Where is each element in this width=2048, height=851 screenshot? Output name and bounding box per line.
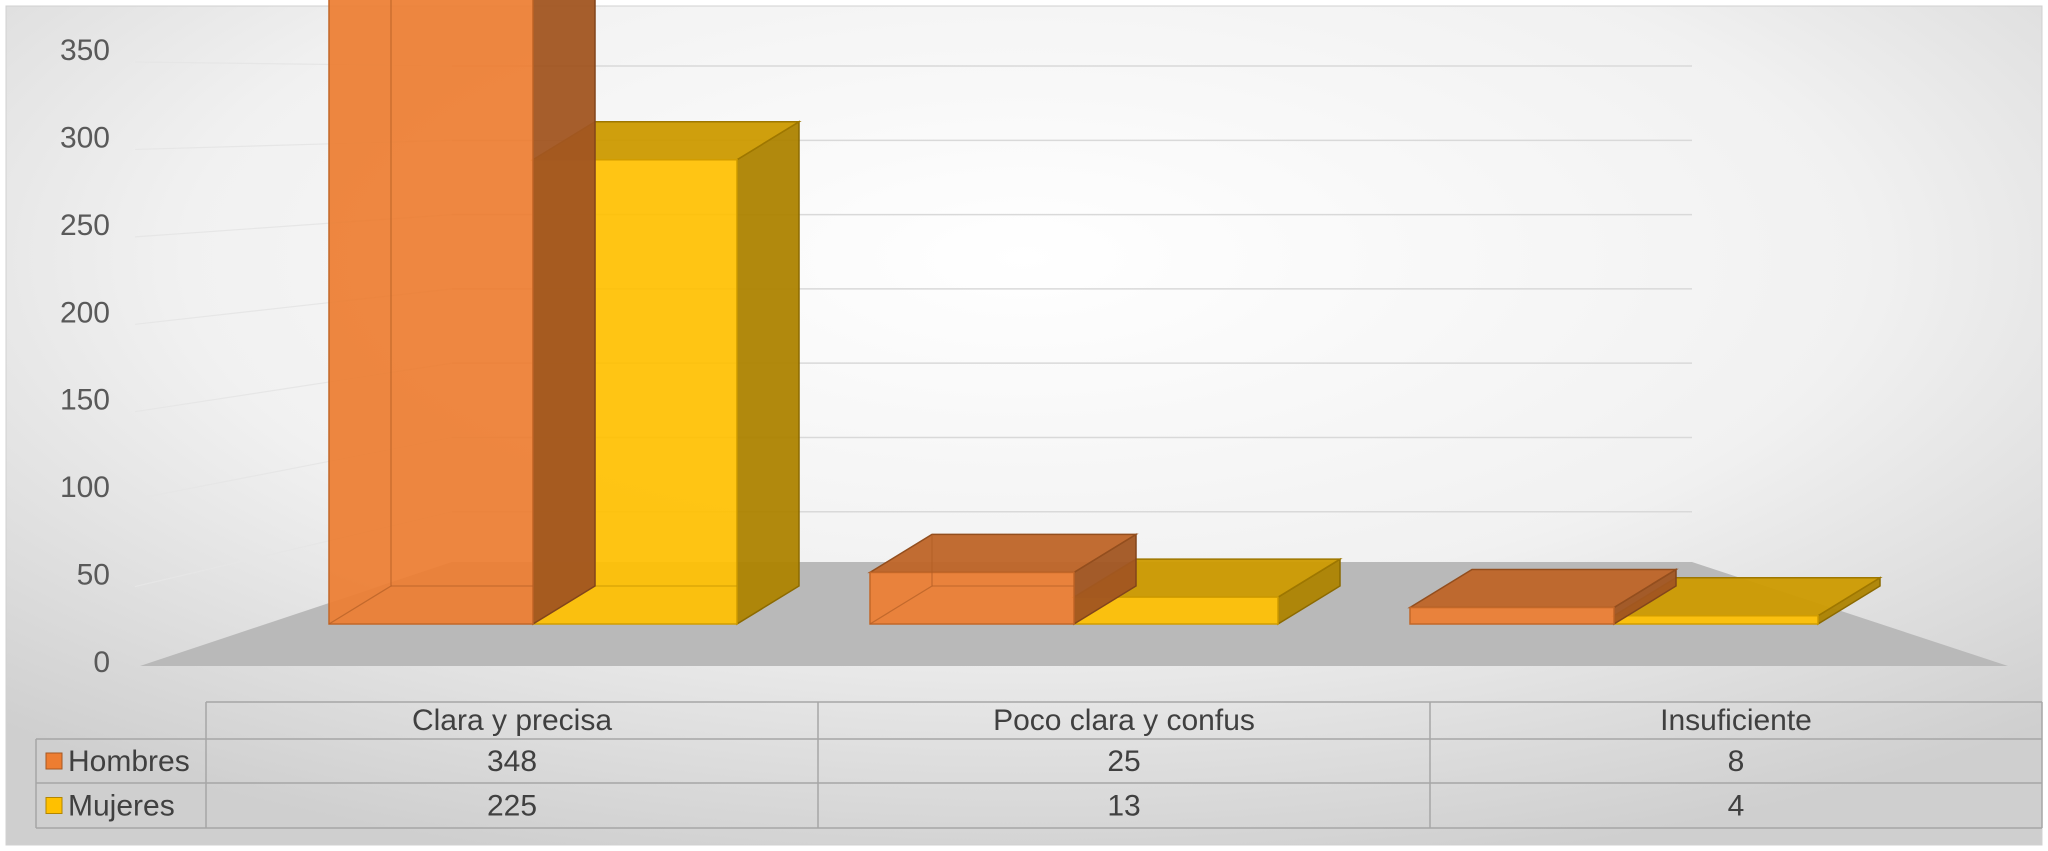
bar-front bbox=[869, 571, 1075, 625]
category-label: Poco clara y confus bbox=[993, 704, 1255, 737]
y-tick-label: 300 bbox=[60, 121, 110, 154]
y-axis-ticks: 0 50 100 150 200 250 300 350 bbox=[60, 34, 110, 679]
data-value: 13 bbox=[1107, 790, 1140, 823]
legend-swatch bbox=[45, 797, 63, 814]
y-tick-label: 200 bbox=[60, 296, 110, 329]
bar-side bbox=[532, 0, 596, 626]
legend-swatch bbox=[45, 752, 63, 770]
bar-hombres-2 bbox=[1407, 568, 1679, 626]
data-value: 8 bbox=[1728, 745, 1745, 778]
data-value: 348 bbox=[487, 745, 537, 778]
bars bbox=[328, 0, 1883, 626]
category-label: Clara y precisa bbox=[412, 704, 612, 737]
y-tick-label: 100 bbox=[60, 471, 110, 504]
y-tick-label: 0 bbox=[93, 646, 110, 679]
bar-mujeres-1 bbox=[1071, 557, 1343, 626]
bar-mujeres-2 bbox=[1611, 576, 1883, 626]
bar-front bbox=[1409, 606, 1615, 625]
bar-side bbox=[736, 120, 800, 626]
legend-label: Hombres bbox=[68, 745, 190, 778]
bar-hombres-1 bbox=[867, 533, 1139, 626]
data-value: 4 bbox=[1728, 790, 1745, 823]
y-tick-label: 250 bbox=[60, 209, 110, 242]
y-tick-label: 150 bbox=[60, 384, 110, 417]
bar-front bbox=[328, 0, 534, 625]
data-value: 225 bbox=[487, 790, 537, 823]
y-tick-label: 50 bbox=[77, 559, 110, 592]
bar-front bbox=[1613, 614, 1819, 625]
category-label: Insuficiente bbox=[1660, 704, 1812, 737]
legend-label: Mujeres bbox=[68, 790, 175, 823]
data-table: Clara y precisa Poco clara y confus Insufi… bbox=[35, 701, 2043, 829]
data-value: 25 bbox=[1107, 745, 1140, 778]
bar-hombres-0 bbox=[328, 0, 596, 626]
y-tick-label: 350 bbox=[60, 34, 110, 67]
